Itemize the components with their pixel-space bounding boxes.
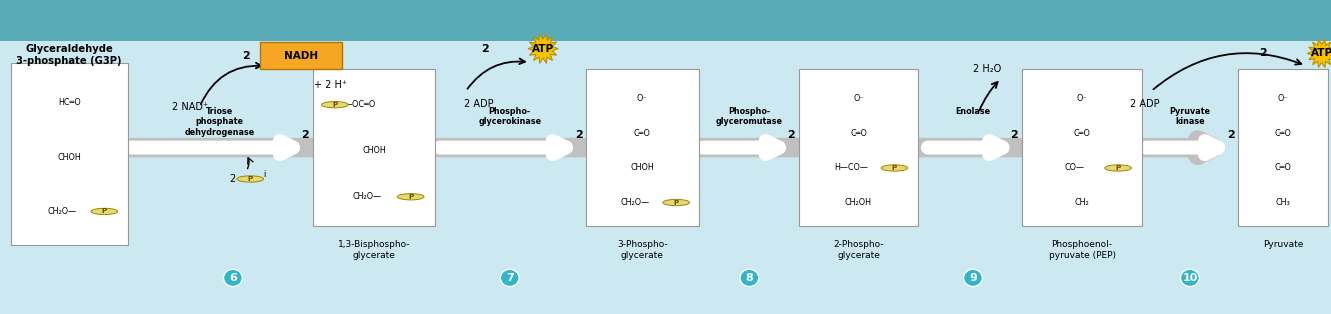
Text: C═O: C═O	[1074, 129, 1090, 138]
Text: 2 NAD⁺: 2 NAD⁺	[172, 102, 209, 112]
Text: P: P	[673, 199, 679, 206]
Circle shape	[663, 199, 689, 206]
Text: 7: 7	[506, 273, 514, 283]
Text: 1,3-Bisphospho-
glycerate: 1,3-Bisphospho- glycerate	[338, 240, 410, 260]
Polygon shape	[528, 34, 558, 63]
FancyBboxPatch shape	[1022, 69, 1142, 226]
Text: Glyceraldehyde
3-phosphate (G3P): Glyceraldehyde 3-phosphate (G3P)	[16, 44, 122, 66]
Circle shape	[91, 208, 117, 214]
Text: H—CO—: H—CO—	[835, 164, 868, 172]
Text: 9: 9	[969, 273, 977, 283]
Text: 2: 2	[301, 130, 309, 140]
Ellipse shape	[740, 269, 759, 286]
Text: —OC═O: —OC═O	[345, 100, 375, 109]
Bar	[0, 41, 1331, 314]
Text: 2: 2	[480, 44, 488, 54]
Text: C═O: C═O	[1275, 129, 1291, 138]
Text: 8: 8	[745, 273, 753, 283]
Text: 10: 10	[1182, 273, 1198, 283]
Text: P: P	[892, 165, 897, 171]
Text: CO—: CO—	[1065, 164, 1085, 172]
Ellipse shape	[1181, 269, 1199, 286]
Text: Enolase: Enolase	[956, 107, 990, 116]
Text: i: i	[264, 170, 266, 179]
Text: NADH: NADH	[284, 51, 318, 61]
FancyBboxPatch shape	[1238, 69, 1328, 226]
FancyBboxPatch shape	[260, 42, 342, 69]
Text: 2: 2	[1259, 48, 1267, 58]
Text: CHOH: CHOH	[362, 146, 386, 155]
Text: 6: 6	[229, 273, 237, 283]
Text: C═O: C═O	[1275, 164, 1291, 172]
Text: 2 ADP: 2 ADP	[465, 99, 494, 109]
Text: CH₂O—: CH₂O—	[620, 198, 650, 207]
Text: O⁻: O⁻	[1278, 95, 1288, 103]
Ellipse shape	[224, 269, 242, 286]
Text: 2: 2	[229, 174, 236, 184]
Ellipse shape	[500, 269, 519, 286]
Text: + 2 H⁺: + 2 H⁺	[314, 80, 346, 90]
FancyBboxPatch shape	[11, 63, 128, 245]
Text: Pyruvate
kinase: Pyruvate kinase	[1170, 107, 1210, 126]
Text: CHOH: CHOH	[631, 164, 654, 172]
Text: C═O: C═O	[851, 129, 866, 138]
Text: 2-Phospho-
glycerate: 2-Phospho- glycerate	[833, 240, 884, 260]
Text: O⁻: O⁻	[638, 95, 647, 103]
Text: O⁻: O⁻	[853, 95, 864, 103]
Ellipse shape	[964, 269, 982, 286]
Circle shape	[322, 101, 349, 108]
Text: 2: 2	[1227, 130, 1235, 140]
Text: 2 H₂O: 2 H₂O	[973, 64, 1002, 74]
Text: 2: 2	[787, 130, 795, 140]
Text: CH₂OH: CH₂OH	[845, 198, 872, 207]
Text: ATP: ATP	[532, 44, 554, 54]
Text: Triose
phosphate
dehydrogenase: Triose phosphate dehydrogenase	[185, 107, 254, 137]
Text: CH₂: CH₂	[1074, 198, 1090, 207]
Text: CH₂O—: CH₂O—	[353, 192, 381, 201]
FancyBboxPatch shape	[313, 69, 435, 226]
Text: CH₃: CH₃	[1275, 198, 1291, 207]
Circle shape	[881, 165, 908, 171]
Bar	[0, 0, 1331, 41]
Circle shape	[237, 176, 264, 182]
Circle shape	[398, 194, 425, 200]
Text: C═O: C═O	[634, 129, 651, 138]
Text: Pyruvate: Pyruvate	[1263, 240, 1303, 249]
Text: Phospho-
glycerokinase: Phospho- glycerokinase	[478, 107, 542, 126]
FancyBboxPatch shape	[799, 69, 918, 226]
Text: P: P	[1115, 165, 1121, 171]
Text: CH₂O—: CH₂O—	[48, 207, 77, 216]
Text: 2 ADP: 2 ADP	[1130, 99, 1159, 109]
Text: CHOH: CHOH	[57, 153, 81, 161]
Text: 2: 2	[575, 130, 583, 140]
Text: ATP: ATP	[1311, 48, 1331, 58]
Text: 2: 2	[1010, 130, 1018, 140]
Text: Phospho-
glyceromutase: Phospho- glyceromutase	[716, 107, 783, 126]
Text: P: P	[101, 208, 106, 214]
Text: P: P	[248, 176, 253, 182]
Text: Phosphoenol-
pyruvate (PEP): Phosphoenol- pyruvate (PEP)	[1049, 240, 1115, 260]
Polygon shape	[1307, 39, 1331, 68]
Text: O⁻: O⁻	[1077, 95, 1087, 103]
Text: P: P	[409, 194, 414, 200]
FancyBboxPatch shape	[586, 69, 699, 226]
Text: HC═O: HC═O	[57, 98, 81, 107]
Text: 3-Phospho-
glycerate: 3-Phospho- glycerate	[616, 240, 668, 260]
Text: P: P	[333, 102, 338, 108]
Circle shape	[1105, 165, 1131, 171]
Text: 2: 2	[242, 51, 250, 61]
